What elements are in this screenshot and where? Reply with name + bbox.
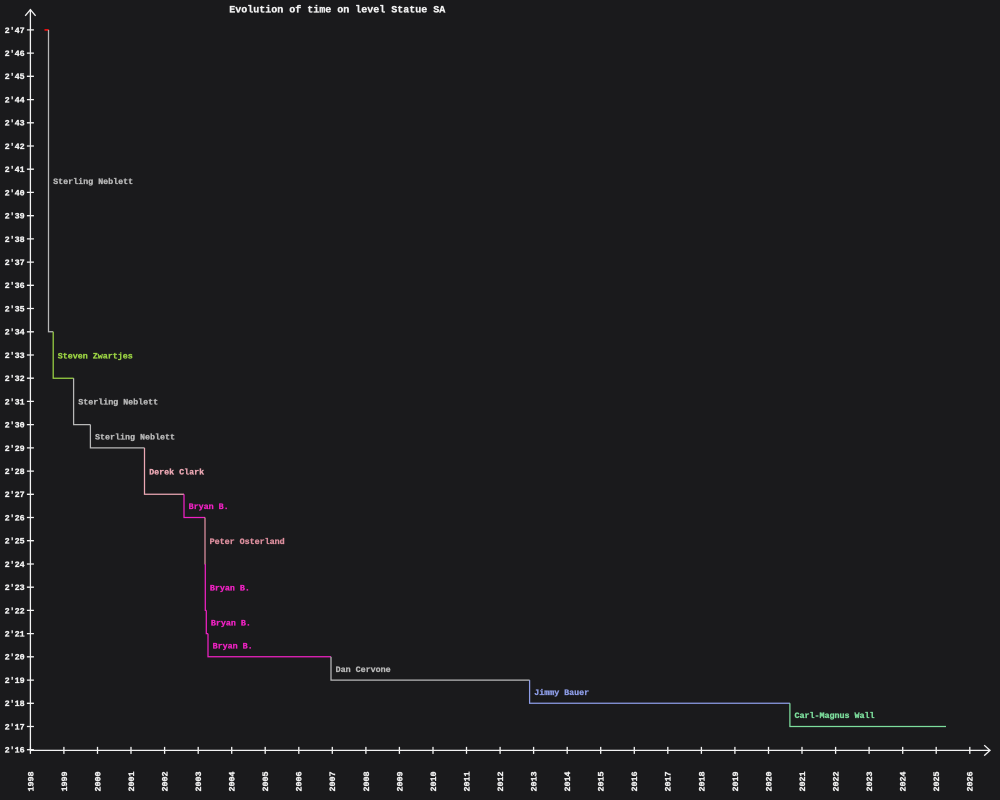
svg-text:Evolution of time on level Sta: Evolution of time on level Statue SA bbox=[229, 4, 445, 16]
svg-text:2005: 2005 bbox=[261, 772, 271, 792]
svg-text:Steven Zwartjes: Steven Zwartjes bbox=[58, 351, 133, 361]
svg-text:2'32: 2'32 bbox=[5, 374, 25, 384]
svg-text:2'39: 2'39 bbox=[5, 212, 25, 222]
svg-text:2016: 2016 bbox=[630, 772, 640, 792]
svg-text:2'24: 2'24 bbox=[5, 560, 25, 570]
svg-text:2000: 2000 bbox=[93, 772, 103, 792]
svg-text:2025: 2025 bbox=[932, 772, 942, 792]
svg-text:1999: 1999 bbox=[60, 772, 70, 792]
svg-text:2'17: 2'17 bbox=[5, 722, 25, 732]
svg-text:Bryan B.: Bryan B. bbox=[210, 584, 250, 594]
svg-text:2003: 2003 bbox=[194, 772, 204, 792]
svg-text:2'47: 2'47 bbox=[5, 26, 25, 36]
svg-text:2'18: 2'18 bbox=[5, 699, 25, 709]
svg-text:2'23: 2'23 bbox=[5, 583, 25, 593]
svg-text:2'27: 2'27 bbox=[5, 490, 25, 500]
svg-text:2'26: 2'26 bbox=[5, 513, 25, 523]
svg-text:Derek Clark: Derek Clark bbox=[149, 467, 204, 477]
svg-text:2'28: 2'28 bbox=[5, 467, 25, 477]
svg-text:2002: 2002 bbox=[161, 772, 171, 792]
svg-text:2'21: 2'21 bbox=[5, 630, 25, 640]
svg-text:Bryan B.: Bryan B. bbox=[211, 618, 251, 628]
svg-text:Sterling Neblett: Sterling Neblett bbox=[78, 398, 158, 408]
svg-text:2001: 2001 bbox=[127, 772, 137, 792]
svg-text:Bryan B.: Bryan B. bbox=[213, 642, 253, 652]
svg-text:2'33: 2'33 bbox=[5, 351, 25, 361]
svg-text:Jimmy Bauer: Jimmy Bauer bbox=[534, 688, 589, 698]
svg-text:2014: 2014 bbox=[563, 772, 573, 792]
svg-text:2020: 2020 bbox=[764, 772, 774, 792]
svg-text:2'35: 2'35 bbox=[5, 304, 25, 314]
svg-text:2006: 2006 bbox=[295, 772, 305, 792]
svg-text:2'34: 2'34 bbox=[5, 328, 25, 338]
svg-text:2'22: 2'22 bbox=[5, 606, 25, 616]
svg-text:2012: 2012 bbox=[496, 772, 506, 792]
svg-text:2'44: 2'44 bbox=[5, 96, 25, 106]
svg-text:2017: 2017 bbox=[664, 772, 674, 792]
svg-text:2'31: 2'31 bbox=[5, 397, 25, 407]
svg-text:2'40: 2'40 bbox=[5, 188, 25, 198]
svg-text:1998: 1998 bbox=[26, 772, 36, 792]
svg-text:2021: 2021 bbox=[798, 772, 808, 792]
svg-text:Peter Osterland: Peter Osterland bbox=[210, 537, 285, 547]
svg-text:2'16: 2'16 bbox=[5, 746, 25, 756]
svg-text:2022: 2022 bbox=[832, 772, 842, 792]
svg-text:2'29: 2'29 bbox=[5, 444, 25, 454]
svg-text:2024: 2024 bbox=[899, 772, 909, 792]
svg-text:2'46: 2'46 bbox=[5, 49, 25, 59]
svg-text:2019: 2019 bbox=[731, 772, 741, 792]
svg-text:2009: 2009 bbox=[395, 772, 405, 792]
svg-text:2'30: 2'30 bbox=[5, 421, 25, 431]
svg-text:Carl-Magnus Wall: Carl-Magnus Wall bbox=[795, 711, 875, 721]
svg-text:2004: 2004 bbox=[228, 772, 238, 792]
svg-text:2018: 2018 bbox=[697, 772, 707, 792]
svg-text:2'43: 2'43 bbox=[5, 119, 25, 129]
svg-text:2013: 2013 bbox=[530, 772, 540, 792]
svg-text:2'19: 2'19 bbox=[5, 676, 25, 686]
svg-text:2010: 2010 bbox=[429, 772, 439, 792]
svg-text:2'38: 2'38 bbox=[5, 235, 25, 245]
svg-text:2008: 2008 bbox=[362, 772, 372, 792]
svg-text:2026: 2026 bbox=[966, 772, 976, 792]
svg-text:Bryan B.: Bryan B. bbox=[189, 502, 229, 512]
svg-text:Dan Cervone: Dan Cervone bbox=[336, 665, 391, 675]
svg-text:2'42: 2'42 bbox=[5, 142, 25, 152]
svg-text:2007: 2007 bbox=[328, 772, 338, 792]
svg-text:2'41: 2'41 bbox=[5, 165, 25, 175]
svg-text:2015: 2015 bbox=[597, 772, 607, 792]
svg-text:2'25: 2'25 bbox=[5, 537, 25, 547]
svg-text:Sterling Neblett: Sterling Neblett bbox=[95, 433, 175, 443]
svg-text:2'37: 2'37 bbox=[5, 258, 25, 268]
svg-text:2'20: 2'20 bbox=[5, 653, 25, 663]
svg-text:2011: 2011 bbox=[462, 772, 472, 792]
svg-text:Sterling Neblett: Sterling Neblett bbox=[53, 177, 133, 187]
svg-text:2023: 2023 bbox=[865, 772, 875, 792]
svg-text:2'36: 2'36 bbox=[5, 281, 25, 291]
svg-text:2'45: 2'45 bbox=[5, 72, 25, 82]
